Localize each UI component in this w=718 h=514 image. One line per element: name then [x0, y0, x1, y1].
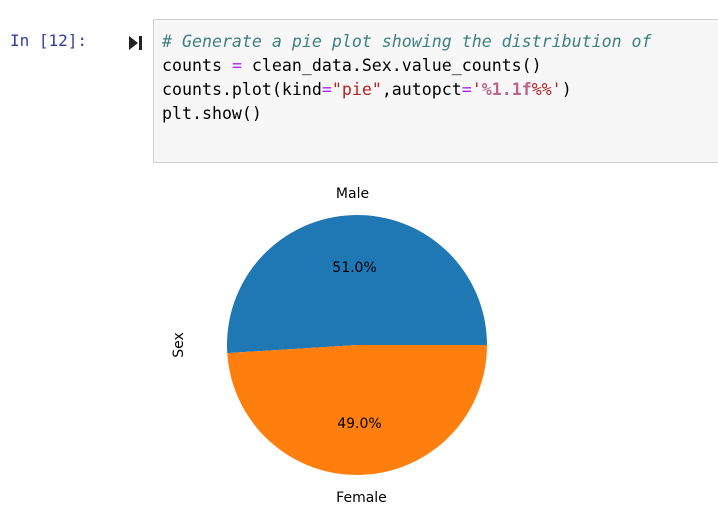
code-token: plt.show(): [162, 104, 262, 123]
code-token: %1.1f: [481, 80, 532, 99]
code-token: ': [471, 80, 482, 99]
pie-label-female: Female: [336, 490, 387, 505]
run-cell-icon[interactable]: [127, 35, 143, 51]
code-line: counts = clean_data.Sex.value_counts(): [162, 54, 652, 78]
code-token: clean_data.Sex.value_counts(): [241, 56, 542, 75]
cell-output: Male 51.0% Female 49.0% Sex: [153, 175, 553, 506]
cell-prompt: In [12]:: [10, 31, 88, 50]
pie-slice-female: [227, 345, 487, 476]
code-line: # Generate a pie plot showing the distri…: [162, 30, 652, 54]
code-token: # Generate a pie plot showing the distri…: [162, 32, 652, 51]
pie-slice-male: [227, 215, 488, 354]
code-token: =: [461, 80, 472, 99]
pie-pct-label-female: 49.0%: [337, 416, 381, 432]
code-line: plt.show(): [162, 102, 652, 126]
code-cell-input[interactable]: # Generate a pie plot showing the distri…: [153, 19, 718, 163]
pie-label-male: Male: [336, 186, 369, 202]
pie-chart: Male 51.0% Female 49.0% Sex: [171, 186, 488, 506]
code-line: counts.plot(kind="pie",autopct='%1.1f%%'…: [162, 78, 652, 102]
code-token: ,autopct: [381, 80, 462, 99]
y-axis-label: Sex: [171, 332, 187, 358]
code-token: counts.plot(kind: [162, 80, 322, 99]
code-token: ): [561, 80, 572, 99]
code-editor[interactable]: # Generate a pie plot showing the distri…: [162, 30, 652, 126]
code-token: =: [321, 80, 332, 99]
code-token: =: [231, 56, 242, 75]
code-token: "pie": [331, 80, 382, 99]
code-token: counts: [162, 56, 232, 75]
pie-pct-label-male: 51.0%: [332, 260, 376, 276]
code-token: %%': [531, 80, 562, 99]
